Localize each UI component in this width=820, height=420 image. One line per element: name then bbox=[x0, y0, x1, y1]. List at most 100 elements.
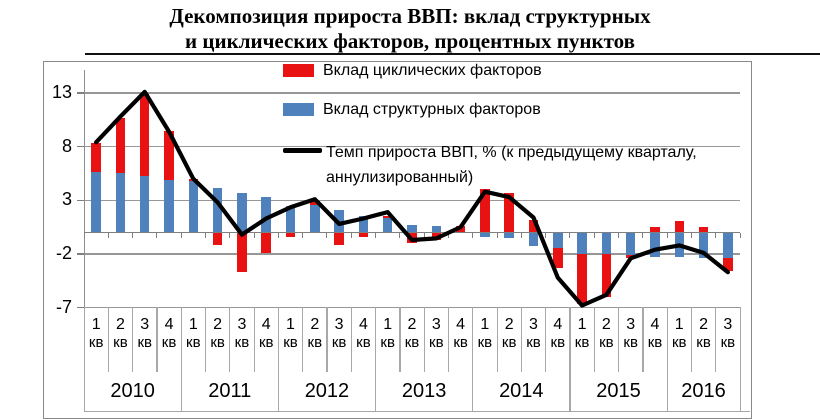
year-separator bbox=[375, 307, 377, 412]
bar-structural-segment bbox=[237, 192, 247, 233]
bar-structural-segment bbox=[91, 172, 101, 233]
quarter-cell: 3 кв bbox=[623, 316, 638, 351]
chart-title-line2: и циклических факторов, процентных пункт… bbox=[185, 28, 635, 53]
quarter-cell: 1 кв bbox=[477, 316, 493, 351]
y-axis-label: 3 bbox=[61, 189, 72, 210]
legend-label-cyclical: Вклад циклических факторов bbox=[323, 62, 542, 79]
gridline-13 bbox=[84, 92, 740, 94]
bar-structural-segment bbox=[553, 232, 563, 249]
bar-structural-segment bbox=[504, 232, 514, 238]
quarter-separator bbox=[520, 307, 523, 372]
legend-item-structural: Вклад структурных факторов bbox=[283, 101, 541, 119]
chart-frame bbox=[43, 61, 752, 419]
category-tick bbox=[229, 232, 231, 238]
quarter-separator bbox=[229, 307, 231, 372]
category-tick bbox=[253, 232, 255, 238]
year-separator bbox=[472, 307, 474, 412]
bar-structural-segment bbox=[528, 232, 539, 246]
quarter-separator bbox=[132, 307, 134, 372]
quarter-cell: 2 кв bbox=[404, 316, 420, 351]
y-tick bbox=[77, 145, 84, 148]
bar-cyclical-segment bbox=[285, 232, 296, 237]
quarter-cell: 3 кв bbox=[234, 316, 250, 351]
quarter-cell: 3 кв bbox=[429, 316, 444, 351]
bar-structural-segment bbox=[698, 232, 709, 259]
bar-structural-segment bbox=[480, 232, 490, 237]
quarter-separator bbox=[545, 307, 547, 372]
bar-structural-segment bbox=[407, 224, 417, 233]
legend-item-cyclical: Вклад циклических факторов bbox=[283, 62, 542, 80]
category-tick bbox=[593, 232, 595, 238]
quarter-cell: 2 кв bbox=[113, 316, 128, 351]
quarter-separator bbox=[107, 307, 109, 372]
year-cell: 2010 bbox=[110, 380, 155, 402]
legend-item-gdp-line: Темп прироста ВВП, % (к предыдущему квар… bbox=[283, 141, 697, 191]
bar-structural-segment bbox=[212, 188, 223, 233]
category-tick bbox=[690, 232, 692, 238]
quarter-cell: 1 кв bbox=[574, 316, 590, 351]
quarter-cell: 4 кв bbox=[161, 316, 177, 351]
quarter-separator bbox=[302, 307, 304, 372]
category-tick bbox=[350, 232, 352, 238]
category-tick bbox=[642, 232, 644, 238]
bar-cyclical-segment bbox=[212, 232, 223, 245]
y-tick bbox=[77, 306, 84, 309]
bar-cyclical-segment bbox=[480, 189, 490, 233]
quarter-cell: 1 кв bbox=[88, 316, 104, 351]
y-axis-label: 8 bbox=[61, 135, 72, 156]
y-tick bbox=[77, 253, 84, 255]
year-separator bbox=[739, 307, 741, 412]
year-cell: 2011 bbox=[208, 380, 252, 402]
category-tick bbox=[739, 232, 741, 238]
category-tick bbox=[447, 232, 449, 238]
bar-structural-segment bbox=[358, 216, 369, 233]
quarter-cell: 1 кв bbox=[186, 316, 201, 351]
quarter-separator bbox=[399, 307, 401, 372]
gridline-8 bbox=[84, 145, 740, 148]
bar-structural-segment bbox=[188, 180, 199, 233]
quarter-separator bbox=[642, 307, 644, 372]
category-tick bbox=[520, 232, 522, 238]
quarter-cell: 1 кв bbox=[283, 316, 298, 351]
category-tick bbox=[180, 232, 182, 238]
quarter-cell: 1 кв bbox=[671, 316, 687, 351]
bar-structural-segment bbox=[577, 232, 587, 254]
structural-color-swatch bbox=[283, 103, 314, 116]
y-axis-label: 13 bbox=[51, 81, 72, 102]
axis-table-bottom bbox=[84, 411, 750, 413]
year-cell: 2014 bbox=[499, 380, 544, 402]
bar-structural-segment bbox=[164, 179, 174, 233]
year-cell: 2016 bbox=[681, 380, 726, 402]
bar-cyclical-segment bbox=[164, 130, 174, 180]
quarter-separator bbox=[690, 307, 693, 372]
category-tick bbox=[399, 232, 401, 238]
category-tick bbox=[83, 232, 85, 238]
gridline--7 bbox=[84, 306, 740, 309]
quarter-separator bbox=[618, 307, 620, 372]
quarter-cell: 1 кв bbox=[380, 316, 395, 351]
bar-cyclical-segment bbox=[115, 117, 126, 174]
legend-label-structural: Вклад структурных факторов bbox=[323, 101, 541, 118]
bar-cyclical-segment bbox=[528, 219, 539, 233]
bar-structural-segment bbox=[601, 232, 612, 254]
category-tick bbox=[302, 232, 304, 238]
quarter-separator bbox=[496, 307, 498, 372]
chart-title-line1: Декомпозиция прироста ВВП: вклад структу… bbox=[169, 4, 651, 28]
bar-cyclical-segment bbox=[650, 227, 660, 233]
bar-cyclical-segment bbox=[698, 227, 709, 233]
quarter-cell: 2 кв bbox=[210, 316, 225, 351]
year-cell: 2012 bbox=[304, 380, 350, 402]
bar-cyclical-segment bbox=[601, 253, 612, 297]
bar-cyclical-segment bbox=[358, 232, 369, 237]
y-axis-label: -7 bbox=[55, 296, 72, 317]
category-tick bbox=[326, 232, 328, 238]
category-tick bbox=[472, 232, 474, 238]
bar-cyclical-segment bbox=[91, 143, 101, 173]
bar-cyclical-segment bbox=[723, 258, 733, 271]
bar-structural-segment bbox=[285, 205, 296, 233]
quarter-cell: 3 кв bbox=[331, 316, 347, 351]
gdp-line bbox=[94, 89, 731, 308]
category-tick bbox=[496, 232, 498, 238]
